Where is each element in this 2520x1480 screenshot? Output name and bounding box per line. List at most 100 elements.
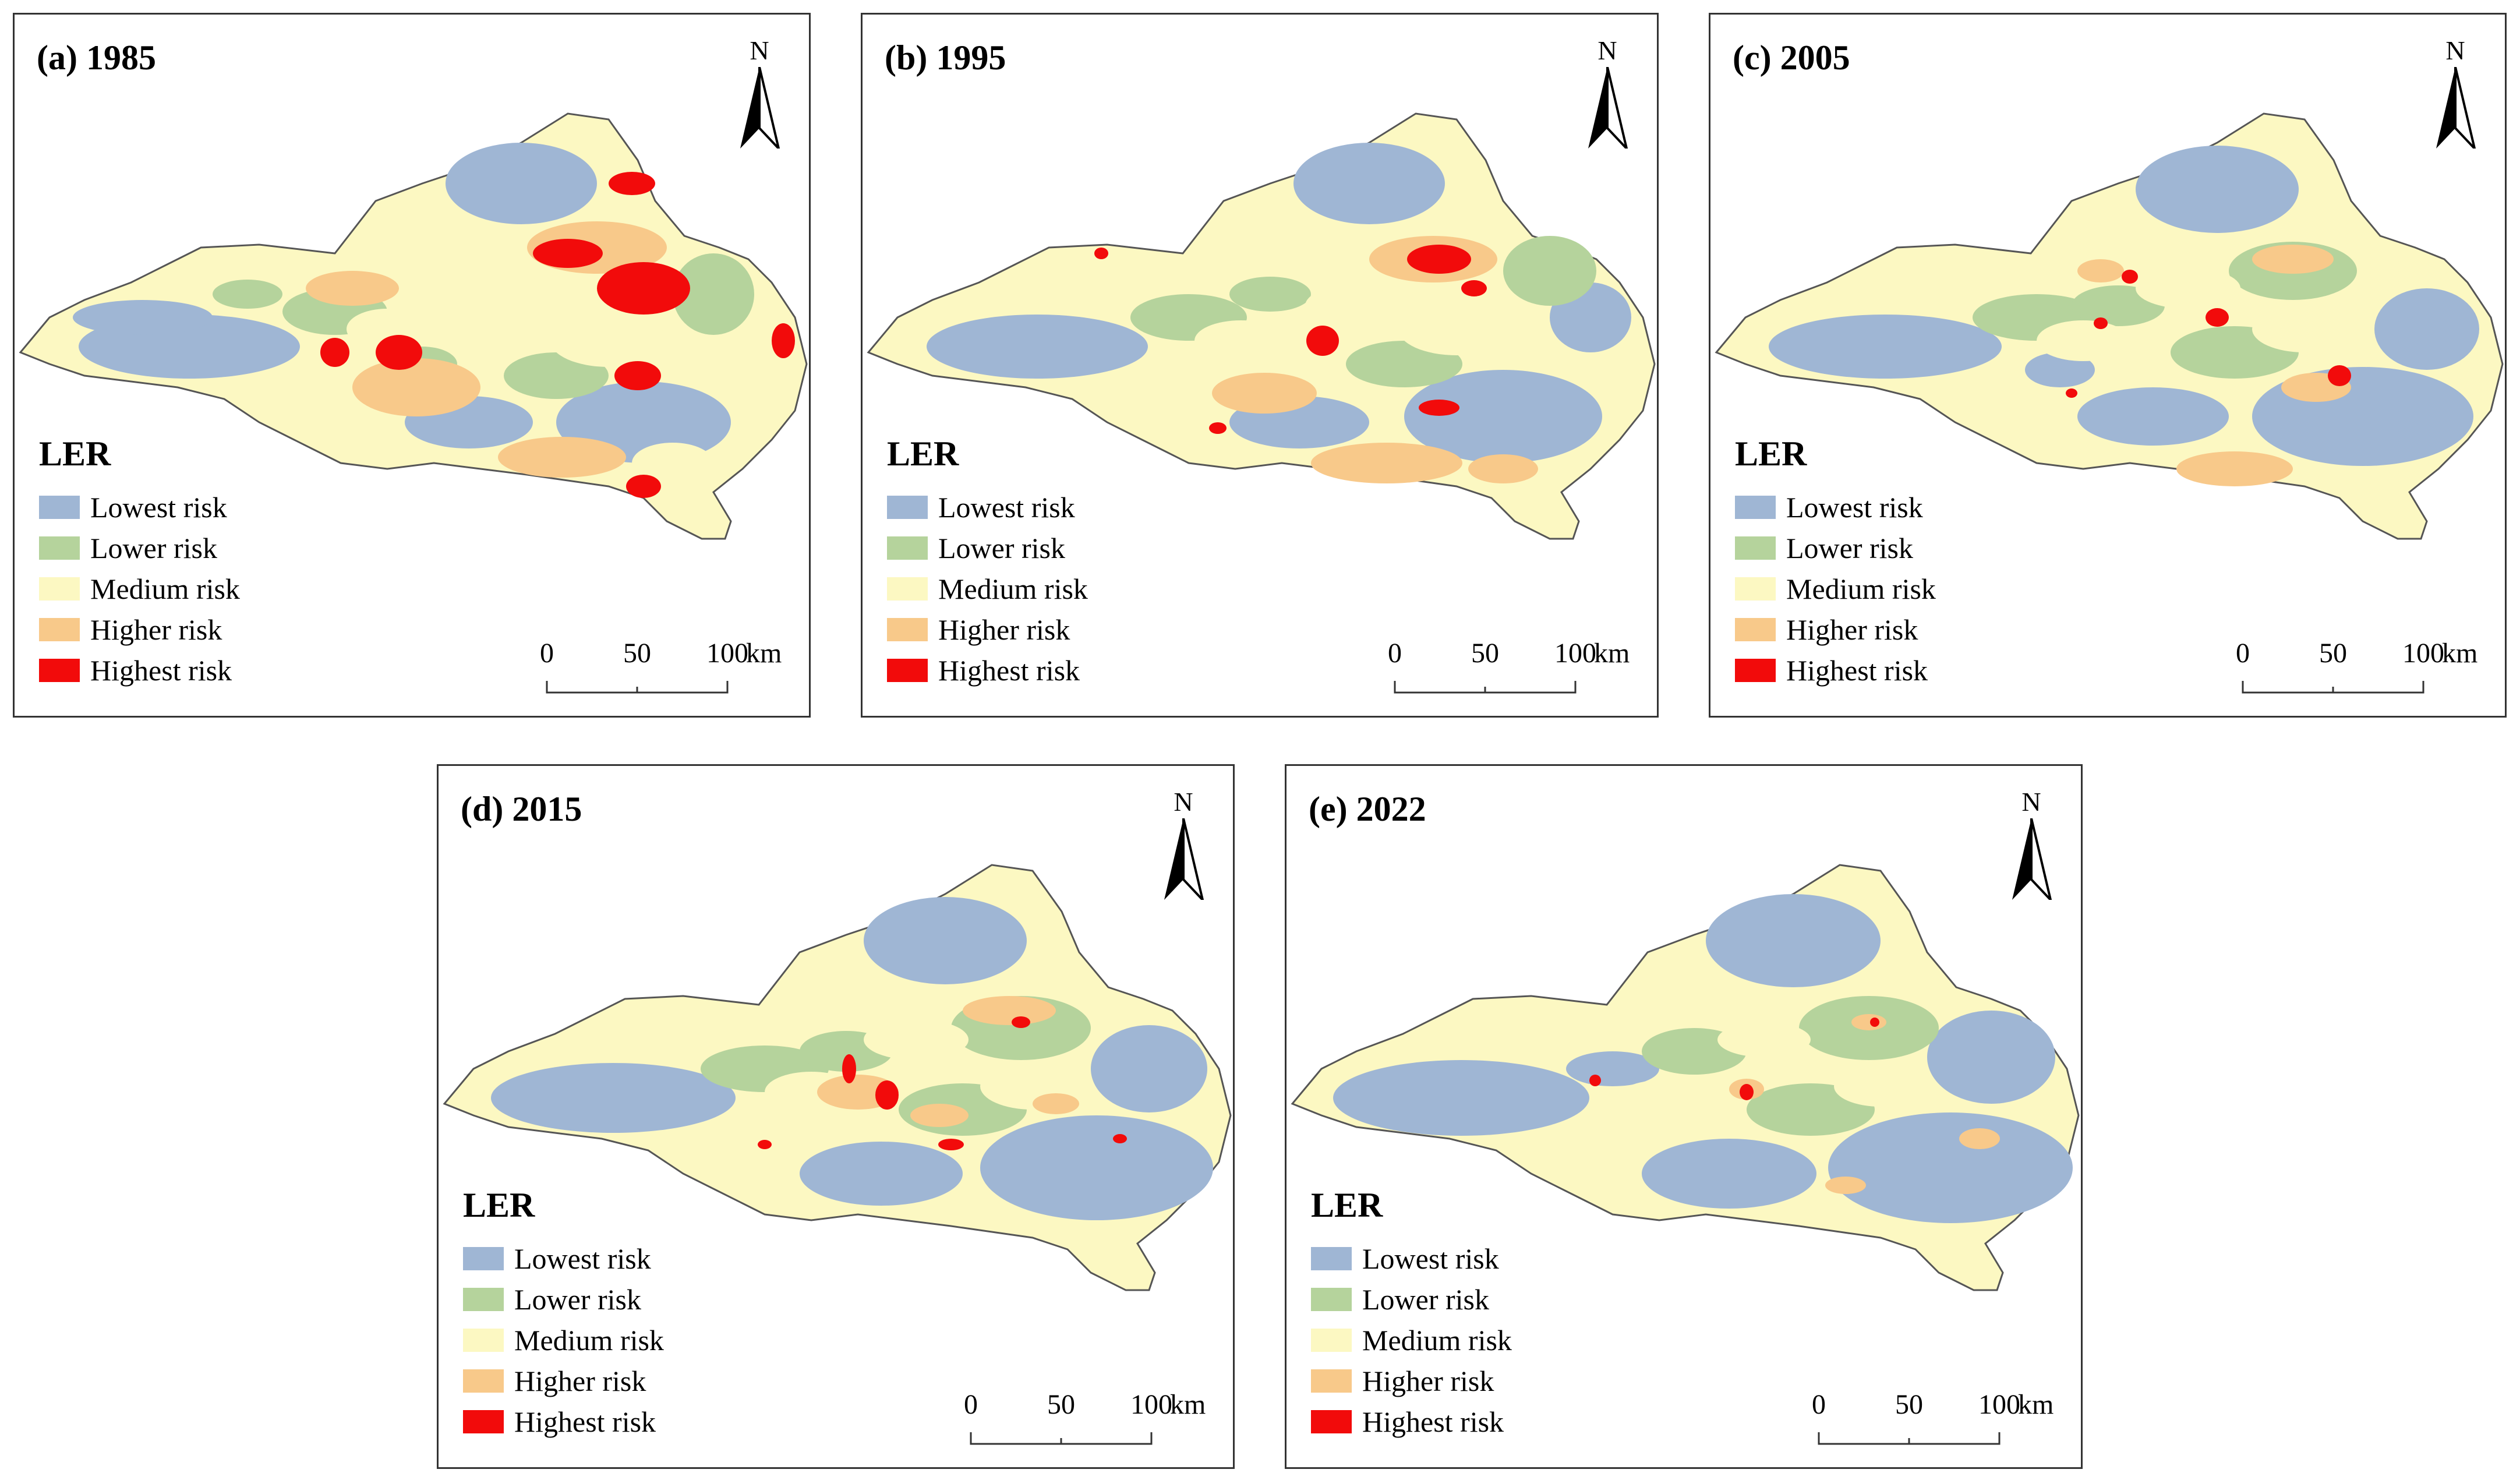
north-arrow-icon bbox=[2436, 67, 2476, 149]
legend-swatch bbox=[1735, 659, 1776, 682]
scale-line bbox=[1394, 681, 1577, 694]
north-arrow: N bbox=[1581, 35, 1634, 151]
legend-item: Lowest risk bbox=[463, 1238, 664, 1279]
legend-swatch bbox=[887, 618, 928, 641]
legend-swatch bbox=[463, 1247, 504, 1270]
risk-map bbox=[1291, 864, 2080, 1291]
legend-swatch bbox=[39, 659, 80, 682]
legend-swatch bbox=[1311, 1247, 1352, 1270]
legend-label: Higher risk bbox=[90, 613, 222, 646]
legend-swatch bbox=[1311, 1329, 1352, 1352]
legend-swatch bbox=[1735, 577, 1776, 601]
map-panel-1995: (b) 1995 N LER Lowest risk Lower risk Me… bbox=[861, 13, 1659, 718]
legend-swatch bbox=[463, 1410, 504, 1433]
legend-swatch bbox=[887, 659, 928, 682]
legend-label: Medium risk bbox=[514, 1324, 664, 1357]
legend-item: Higher risk bbox=[39, 609, 240, 650]
scale-unit: km bbox=[1594, 638, 1630, 669]
legend-label: Lower risk bbox=[1786, 532, 1913, 564]
scale-label-100: 100 bbox=[706, 638, 748, 669]
legend-label: Lowest risk bbox=[90, 491, 227, 524]
map-panel-2022: (e) 2022 N LER Lowest risk Lower risk Me… bbox=[1285, 764, 2083, 1469]
legend-item: Medium risk bbox=[1311, 1320, 1512, 1361]
legend-label: Lowest risk bbox=[1362, 1242, 1499, 1275]
legend-item: Highest risk bbox=[463, 1401, 664, 1442]
scale-label-0: 0 bbox=[2236, 638, 2250, 669]
legend-item: Higher risk bbox=[463, 1361, 664, 1401]
scale-label-100: 100 bbox=[2402, 638, 2444, 669]
north-arrow: N bbox=[733, 35, 786, 151]
panel-title: (c) 2005 bbox=[1733, 38, 1850, 77]
legend-label: Medium risk bbox=[1786, 573, 1936, 605]
legend-item: Medium risk bbox=[463, 1320, 664, 1361]
legend-item: Lower risk bbox=[1311, 1279, 1512, 1320]
legend-title: LER bbox=[39, 435, 111, 473]
scale-label-50: 50 bbox=[1047, 1389, 1075, 1420]
legend-swatch bbox=[39, 496, 80, 519]
scale-label-50: 50 bbox=[2319, 638, 2347, 669]
legend-label: Higher risk bbox=[938, 613, 1070, 646]
legend: LER Lowest risk Lower risk Medium risk H… bbox=[39, 434, 240, 691]
legend-item: Highest risk bbox=[39, 650, 240, 691]
scale-line bbox=[1818, 1432, 2001, 1445]
legend: LER Lowest risk Lower risk Medium risk H… bbox=[1311, 1185, 1512, 1442]
legend-item: Lowest risk bbox=[39, 487, 240, 528]
north-arrow: N bbox=[1157, 786, 1210, 903]
legend-label: Higher risk bbox=[1786, 613, 1918, 646]
scale-unit: km bbox=[1170, 1389, 1206, 1420]
legend-item: Higher risk bbox=[887, 609, 1088, 650]
legend-label: Medium risk bbox=[90, 573, 240, 605]
scale-line bbox=[2242, 681, 2424, 694]
panel-title: (a) 1985 bbox=[37, 38, 156, 77]
legend-swatch bbox=[887, 577, 928, 601]
map-panel-1985: (a) 1985 N LER Lowest risk Lower risk Me… bbox=[13, 13, 811, 718]
scale-unit: km bbox=[746, 638, 782, 669]
legend-item: Medium risk bbox=[1735, 568, 1936, 609]
legend-title: LER bbox=[463, 1186, 535, 1224]
legend-item: Higher risk bbox=[1311, 1361, 1512, 1401]
legend-label: Lowest risk bbox=[1786, 491, 1923, 524]
risk-map bbox=[1715, 112, 2504, 540]
legend-swatch bbox=[1311, 1288, 1352, 1311]
legend-label: Lower risk bbox=[90, 532, 217, 564]
panel-title: (d) 2015 bbox=[461, 790, 582, 828]
legend-label: Higher risk bbox=[1362, 1365, 1494, 1397]
legend-swatch bbox=[39, 618, 80, 641]
scale-line bbox=[970, 1432, 1153, 1445]
risk-map bbox=[867, 112, 1656, 540]
legend-item: Highest risk bbox=[887, 650, 1088, 691]
legend-swatch bbox=[887, 496, 928, 519]
legend-item: Lower risk bbox=[1735, 528, 1936, 568]
scale-label-100: 100 bbox=[1130, 1389, 1172, 1420]
panel-title: (e) 2022 bbox=[1309, 790, 1426, 828]
legend: LER Lowest risk Lower risk Medium risk H… bbox=[887, 434, 1088, 691]
legend-item: Medium risk bbox=[39, 568, 240, 609]
scale-label-50: 50 bbox=[1471, 638, 1499, 669]
scale-unit: km bbox=[2018, 1389, 2054, 1420]
scale-label-0: 0 bbox=[1812, 1389, 1826, 1420]
map-panel-2015: (d) 2015 N LER Lowest risk Lower risk Me… bbox=[437, 764, 1235, 1469]
scale-bar: 0 50 100 km bbox=[959, 1389, 1206, 1453]
legend-swatch bbox=[1735, 496, 1776, 519]
scale-label-0: 0 bbox=[1388, 638, 1402, 669]
legend-item: Lower risk bbox=[39, 528, 240, 568]
scale-bar: 0 50 100 km bbox=[1383, 637, 1630, 701]
legend-swatch bbox=[887, 536, 928, 560]
legend-label: Highest risk bbox=[1786, 654, 1928, 687]
scale-label-50: 50 bbox=[1895, 1389, 1923, 1420]
north-arrow-icon bbox=[1588, 67, 1628, 149]
scale-bar: 0 50 100 km bbox=[535, 637, 782, 701]
legend: LER Lowest risk Lower risk Medium risk H… bbox=[1735, 434, 1936, 691]
legend-item: Lowest risk bbox=[887, 487, 1088, 528]
legend-label: Highest risk bbox=[514, 1405, 656, 1438]
north-label: N bbox=[750, 36, 769, 65]
north-arrow: N bbox=[2429, 35, 2482, 151]
north-label: N bbox=[1597, 36, 1617, 65]
legend-title: LER bbox=[887, 435, 959, 473]
legend-label: Lower risk bbox=[938, 532, 1065, 564]
legend-item: Lowest risk bbox=[1311, 1238, 1512, 1279]
legend-title: LER bbox=[1311, 1186, 1383, 1224]
legend: LER Lowest risk Lower risk Medium risk H… bbox=[463, 1185, 664, 1442]
north-label: N bbox=[1174, 787, 1193, 817]
legend-title: LER bbox=[1735, 435, 1807, 473]
